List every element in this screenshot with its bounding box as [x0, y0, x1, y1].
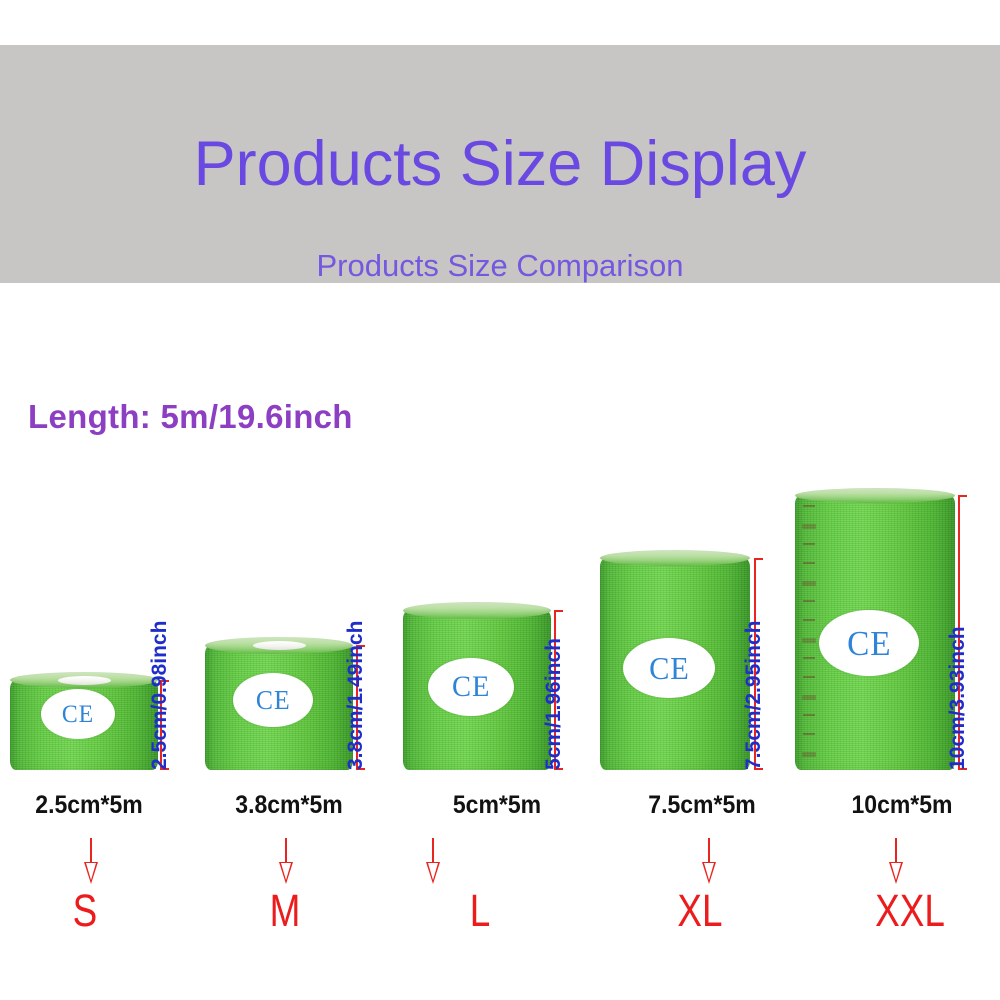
- ce-mark-label: CE: [648, 650, 690, 686]
- size-code-m: M: [269, 885, 301, 936]
- tape-roll-top-edge: [795, 487, 955, 503]
- tape-roll-core-hole: [58, 675, 111, 685]
- down-arrow-icon-s: [80, 838, 102, 884]
- size-caption-xxl: 10cm*5m: [851, 791, 953, 819]
- dimension-bracket: [554, 610, 563, 770]
- size-code-l: L: [469, 885, 491, 936]
- size-caption-m: 3.8cm*5m: [235, 791, 343, 819]
- dimension-bracket: [356, 645, 365, 770]
- down-arrow-icon-xl: [698, 838, 720, 884]
- size-codes-row: S M L XL XXL: [0, 885, 1000, 945]
- size-caption-l: 5cm*5m: [452, 791, 542, 819]
- arrow-shaft: [432, 838, 434, 864]
- page-subtitle: Products Size Comparison: [316, 248, 684, 283]
- arrow-head: [426, 862, 440, 884]
- product-roll-xl[interactable]: CE: [600, 550, 750, 770]
- product-roll-xxl[interactable]: CE: [795, 487, 955, 770]
- tape-roll-top-edge: [600, 550, 750, 566]
- arrow-shaft: [285, 838, 287, 864]
- dimension-label: 7.5cm/2.95inch: [742, 620, 765, 770]
- dimension-label: 2.5cm/0.98inch: [148, 620, 171, 770]
- page-title: Products Size Display: [193, 129, 807, 199]
- product-roll-m[interactable]: CE: [205, 636, 353, 770]
- ce-mark-badge: CE: [428, 658, 514, 716]
- header-banner: Products Size Display Products Size Comp…: [0, 45, 1000, 283]
- dimension-label: 5cm/1.96inch: [542, 638, 565, 770]
- dimension-bracket: [754, 558, 763, 770]
- arrows-row: [0, 838, 1000, 886]
- ce-mark-label: CE: [451, 670, 491, 703]
- tape-roll-core-hole: [253, 640, 306, 650]
- dimension-label: 10cm/3.93inch: [946, 626, 969, 770]
- dimension-bracket: [160, 680, 169, 770]
- size-caption-s: 2.5cm*5m: [35, 791, 143, 819]
- down-arrow-icon-m: [275, 838, 297, 884]
- length-note: Length: 5m/19.6inch: [28, 398, 353, 435]
- arrow-head: [702, 862, 716, 884]
- arrow-head: [889, 862, 903, 884]
- tape-roll-top-edge: [403, 601, 551, 619]
- down-arrow-icon-xxl: [885, 838, 907, 884]
- ce-mark-badge: CE: [819, 610, 919, 676]
- ce-mark-label: CE: [61, 700, 95, 728]
- dimension-bracket: [958, 495, 967, 770]
- size-code-xxl: XXL: [875, 885, 945, 936]
- ce-mark-label: CE: [255, 684, 291, 715]
- ce-mark-badge: CE: [623, 638, 715, 698]
- arrow-shaft: [90, 838, 92, 864]
- dimension-label: 3.8cm/1.49inch: [344, 620, 367, 770]
- arrow-shaft: [895, 838, 897, 864]
- size-code-xl: XL: [677, 885, 723, 936]
- size-captions-row: 2.5cm*5m 3.8cm*5m 5cm*5m 7.5cm*5m 10cm*5m: [0, 790, 1000, 835]
- ce-mark-badge: CE: [41, 689, 115, 739]
- arrow-shaft: [708, 838, 710, 864]
- down-arrow-icon-l: [422, 838, 444, 884]
- product-roll-s[interactable]: CE: [10, 672, 158, 770]
- size-caption-xl: 7.5cm*5m: [648, 791, 756, 819]
- ce-mark-badge: CE: [233, 673, 313, 727]
- arrow-head: [84, 862, 98, 884]
- product-rolls-row: CE 2.5cm/0.98inch CE 3.8cm/1.49inch CE 5cm/1.…: [0, 470, 1000, 770]
- product-roll-l[interactable]: CE: [403, 601, 551, 770]
- ruler-markings: [801, 495, 817, 770]
- arrow-head: [279, 862, 293, 884]
- size-code-s: S: [72, 885, 98, 936]
- ce-mark-label: CE: [846, 623, 892, 663]
